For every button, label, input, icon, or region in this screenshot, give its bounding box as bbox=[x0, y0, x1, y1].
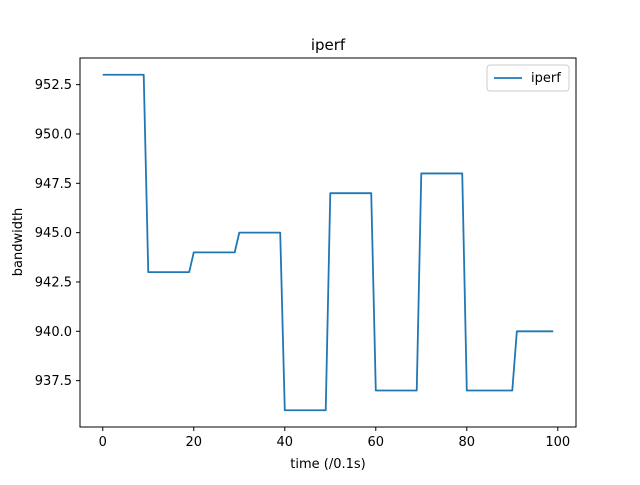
y-axis-label: bandwidth bbox=[11, 208, 26, 277]
legend: iperf bbox=[486, 64, 570, 92]
plot-area bbox=[80, 58, 576, 427]
legend-label-iperf: iperf bbox=[531, 71, 561, 86]
series-layer bbox=[102, 73, 554, 412]
x-tick-label: 60 bbox=[368, 435, 385, 450]
x-tick-label: 80 bbox=[459, 435, 476, 450]
y-axis-ticks: 937.5 940.0 942.5 945.0 947.5 950.0 952.5 bbox=[35, 78, 80, 389]
y-tick-label: 947.5 bbox=[35, 177, 72, 192]
y-tick-label: 937.5 bbox=[35, 374, 72, 389]
x-axis-ticks: 0 20 40 60 80 100 bbox=[99, 427, 570, 450]
legend-box bbox=[486, 64, 570, 92]
series-line-iperf bbox=[102, 73, 554, 412]
x-tick-label: 40 bbox=[276, 435, 293, 450]
x-tick-label: 100 bbox=[545, 435, 570, 450]
x-tick-label: 0 bbox=[99, 435, 107, 450]
y-tick-label: 942.5 bbox=[35, 275, 72, 290]
y-tick-label: 940.0 bbox=[35, 325, 72, 340]
y-tick-label: 945.0 bbox=[35, 226, 72, 241]
y-tick-label: 950.0 bbox=[35, 127, 72, 142]
x-axis-label: time (/0.1s) bbox=[290, 457, 365, 472]
chart-title: iperf bbox=[311, 36, 346, 54]
x-tick-label: 20 bbox=[185, 435, 202, 450]
y-tick-label: 952.5 bbox=[35, 78, 72, 93]
axes-frame bbox=[79, 57, 577, 428]
